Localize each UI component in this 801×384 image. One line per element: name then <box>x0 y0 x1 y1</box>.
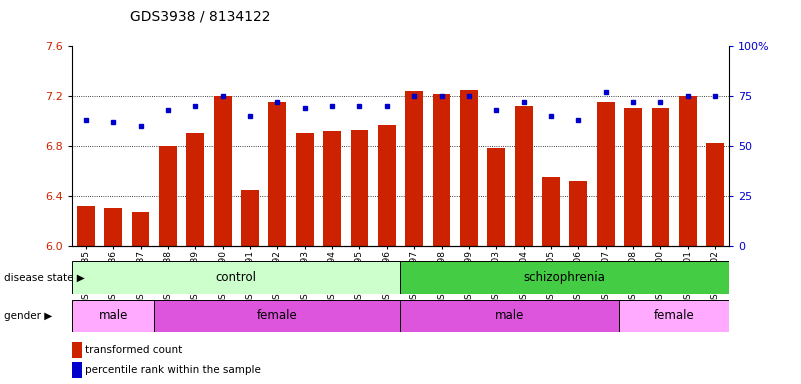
Bar <box>487 148 505 246</box>
Bar <box>619 300 729 332</box>
Text: GDS3938 / 8134122: GDS3938 / 8134122 <box>130 10 271 23</box>
Bar <box>154 300 400 332</box>
Bar <box>706 143 724 246</box>
Bar <box>651 109 670 246</box>
Bar <box>323 131 341 246</box>
Bar <box>131 212 150 246</box>
Text: female: female <box>654 310 694 322</box>
Text: control: control <box>215 271 257 284</box>
Text: disease state ▶: disease state ▶ <box>4 272 85 283</box>
Bar <box>597 102 614 246</box>
Bar <box>296 133 314 246</box>
Bar <box>378 125 396 246</box>
Text: schizophrenia: schizophrenia <box>524 271 606 284</box>
Bar <box>515 106 533 246</box>
Text: female: female <box>257 310 298 322</box>
Bar <box>405 91 423 246</box>
Bar <box>570 181 587 246</box>
Bar <box>72 261 400 294</box>
Bar <box>542 177 560 246</box>
Text: gender ▶: gender ▶ <box>4 311 52 321</box>
Text: transformed count: transformed count <box>85 345 182 355</box>
Bar <box>159 146 177 246</box>
Bar <box>460 90 478 246</box>
Bar <box>624 109 642 246</box>
Text: male: male <box>495 310 525 322</box>
Bar <box>268 102 286 246</box>
Bar <box>433 94 450 246</box>
Bar <box>214 96 231 246</box>
Text: male: male <box>99 310 128 322</box>
Bar <box>104 208 122 246</box>
Bar <box>241 190 259 246</box>
Bar <box>77 206 95 246</box>
Bar <box>72 300 154 332</box>
Bar <box>400 261 729 294</box>
Text: percentile rank within the sample: percentile rank within the sample <box>85 365 261 375</box>
Bar <box>679 96 697 246</box>
Bar <box>351 130 368 246</box>
Bar <box>400 300 619 332</box>
Bar <box>187 133 204 246</box>
